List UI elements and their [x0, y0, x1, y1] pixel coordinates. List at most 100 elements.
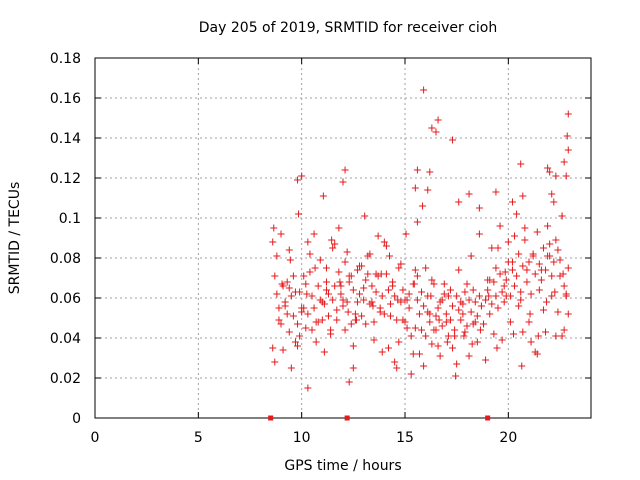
data-point: [436, 352, 444, 360]
data-point: [418, 326, 426, 334]
data-point: [308, 326, 316, 334]
data-point: [333, 306, 341, 314]
data-point: [488, 300, 496, 308]
axis-marker: [485, 415, 491, 421]
data-point: [337, 290, 345, 298]
data-point: [331, 240, 339, 248]
data-point: [368, 282, 376, 290]
data-point: [410, 280, 418, 288]
data-point: [468, 340, 476, 348]
axis-ticks: 0 0.02 0.04 0.06 0.08 0.1 0.12 0.14 0.16 0.18 0 5 10…: [50, 51, 591, 446]
data-point: [320, 348, 328, 356]
data-point: [349, 286, 357, 294]
data-point: [420, 302, 428, 310]
data-point: [510, 330, 517, 338]
data-point: [457, 316, 465, 324]
data-point: [552, 332, 560, 340]
data-point: [550, 198, 558, 206]
data-point: [430, 280, 438, 288]
data-point: [370, 336, 378, 344]
data-point: [401, 296, 409, 304]
data-point: [360, 284, 368, 292]
data-point: [552, 172, 560, 180]
data-point: [337, 282, 345, 290]
data-point: [544, 222, 552, 230]
data-point: [501, 268, 509, 276]
data-point: [548, 272, 556, 280]
data-point: [407, 370, 415, 378]
data-point: [275, 304, 283, 312]
data-point: [362, 276, 370, 284]
data-point: [449, 302, 457, 310]
data-point: [302, 324, 310, 332]
data-point: [556, 256, 564, 264]
data-point: [449, 136, 457, 144]
data-point: [271, 358, 279, 366]
data-point: [420, 86, 428, 94]
data-point: [519, 262, 527, 270]
data-point: [277, 230, 285, 238]
data-point: [302, 280, 310, 288]
data-point: [548, 190, 556, 198]
y-tick-label: 0: [72, 411, 81, 427]
data-point: [345, 272, 353, 280]
data-point: [463, 280, 471, 288]
y-tick-label: 0.1: [59, 211, 81, 227]
data-point: [529, 250, 537, 258]
data-point: [494, 304, 502, 312]
data-point: [492, 188, 500, 196]
x-tick-label: 5: [194, 430, 203, 446]
data-point: [490, 278, 498, 286]
data-point: [525, 318, 533, 326]
data-point: [476, 326, 484, 334]
data-point: [428, 340, 436, 348]
data-point: [523, 266, 531, 274]
data-point: [515, 302, 523, 310]
data-point: [455, 266, 463, 274]
data-point: [558, 212, 566, 220]
data-point: [372, 288, 380, 296]
data-point: [402, 230, 410, 238]
data-point: [426, 318, 434, 326]
data-point: [395, 264, 403, 272]
data-point: [513, 272, 521, 280]
data-point: [335, 224, 343, 232]
data-point: [494, 244, 502, 252]
data-point: [393, 316, 401, 324]
data-point: [525, 258, 533, 266]
data-point: [493, 344, 501, 352]
data-point: [295, 210, 303, 218]
data-point: [277, 320, 285, 328]
data-point: [341, 326, 349, 334]
data-point: [310, 304, 318, 312]
data-point: [502, 276, 510, 284]
data-point: [486, 310, 494, 318]
data-point: [351, 310, 359, 318]
data-point: [539, 244, 547, 252]
data-point: [457, 298, 465, 306]
data-point: [442, 310, 450, 318]
data-point: [432, 312, 440, 320]
data-point: [291, 288, 299, 296]
data-point: [546, 240, 554, 248]
data-point: [515, 250, 523, 258]
data-point: [380, 310, 388, 318]
data-point: [316, 256, 324, 264]
data-point: [368, 298, 376, 306]
data-point: [328, 236, 336, 244]
data-point: [498, 288, 506, 296]
data-point: [360, 296, 368, 304]
data-point: [391, 292, 399, 300]
data-point: [391, 358, 399, 366]
data-point: [559, 270, 567, 278]
data-point: [552, 236, 560, 244]
data-point: [440, 280, 448, 288]
data-point: [287, 292, 295, 300]
data-point: [389, 282, 397, 290]
data-point: [285, 328, 293, 336]
data-point: [304, 238, 312, 246]
data-point: [298, 308, 306, 316]
data-point: [502, 292, 510, 300]
data-point: [467, 252, 475, 260]
data-point: [319, 192, 327, 200]
